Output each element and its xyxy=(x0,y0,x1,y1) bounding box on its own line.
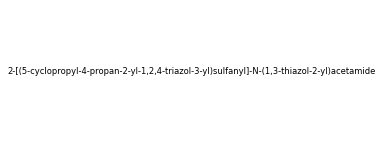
Text: 2-[(5-cyclopropyl-4-propan-2-yl-1,2,4-triazol-3-yl)sulfanyl]-N-(1,3-thiazol-2-yl: 2-[(5-cyclopropyl-4-propan-2-yl-1,2,4-tr… xyxy=(8,66,376,76)
